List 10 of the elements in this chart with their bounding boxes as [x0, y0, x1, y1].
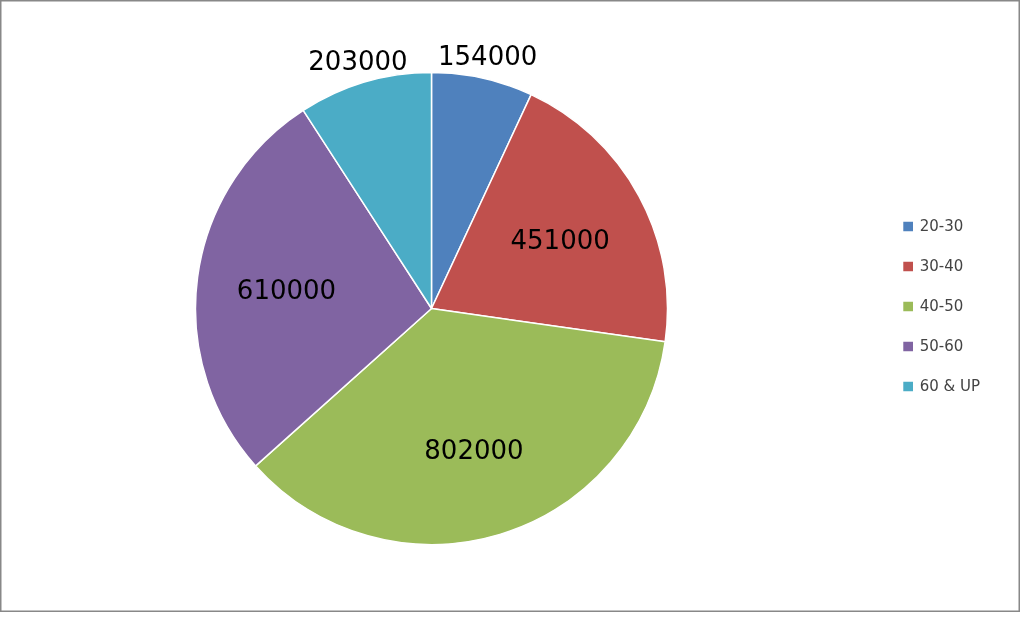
- data-label: 451000: [510, 224, 610, 255]
- legend-label: 50-60: [919, 337, 964, 355]
- legend-label: 60 & UP: [919, 377, 980, 395]
- legend-label: 20-30: [919, 217, 964, 235]
- data-label: 203000: [308, 45, 408, 76]
- legend-label: 30-40: [919, 257, 964, 275]
- legend-label: 40-50: [919, 297, 964, 315]
- data-label: 610000: [236, 275, 337, 306]
- data-label: 154000: [438, 41, 538, 72]
- data-label: 802000: [424, 434, 524, 465]
